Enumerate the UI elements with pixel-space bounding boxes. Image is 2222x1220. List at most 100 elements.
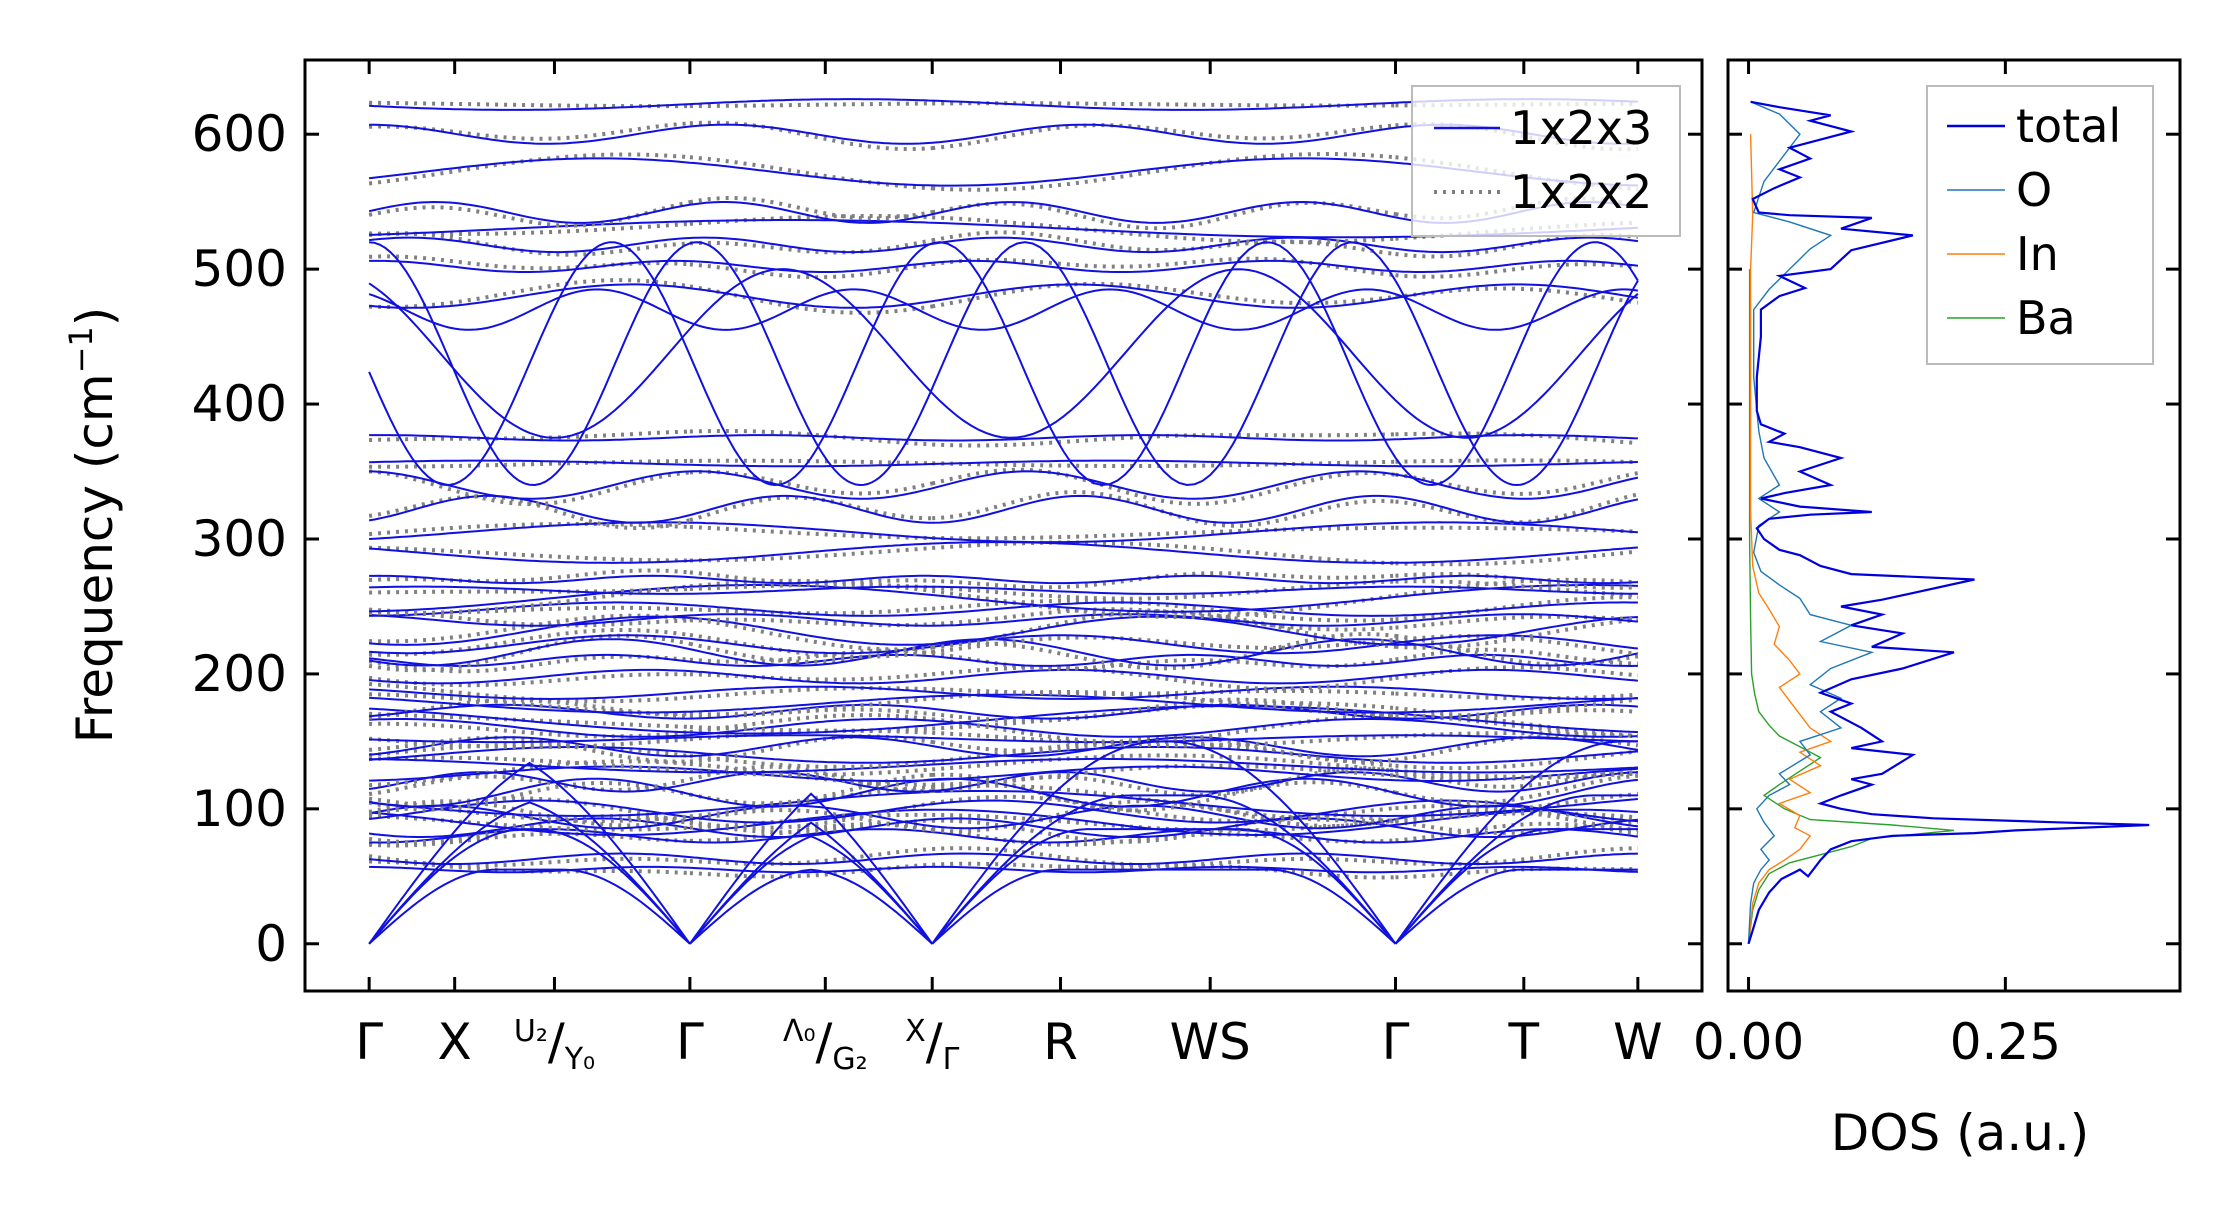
x-tick-label: W — [1613, 1013, 1662, 1071]
y-tick-label: 500 — [192, 240, 287, 298]
legend-label-1x2x2: 1x2x2 — [1510, 165, 1652, 219]
phonon-branch — [369, 865, 1638, 874]
crossing-branch — [368, 241, 1639, 487]
dos-series-O — [1747, 101, 1875, 944]
y-tick-label: 0 — [255, 915, 287, 973]
phonon-branch — [369, 434, 1638, 442]
phonon-branch — [369, 123, 1638, 145]
x-tick-label: T — [1508, 1013, 1540, 1071]
phonon-branch — [369, 634, 1638, 655]
dos-frame — [1726, 58, 2182, 993]
phonon-branch — [368, 777, 1638, 808]
phonon-branch — [369, 852, 1638, 865]
phonon-branch — [369, 283, 1639, 309]
phonon-branch — [369, 734, 1638, 744]
legend-label-Ba: Ba — [2016, 291, 2076, 345]
phonon-branch — [369, 585, 1638, 595]
phonon-branch — [369, 541, 1638, 564]
phonon-branch — [369, 808, 1638, 837]
acoustic-branch — [368, 740, 1638, 945]
phonon-branch — [369, 615, 1638, 646]
phonon-branch — [368, 804, 1638, 830]
reference-branch — [368, 764, 1638, 797]
phonon-branch — [368, 653, 1638, 668]
phonon-branch — [369, 259, 1639, 273]
legend-label-O: O — [2016, 163, 2052, 217]
phonon-branch — [369, 765, 1638, 782]
x-tick-label: Λ₀/G₂ — [783, 1013, 868, 1077]
acoustic-branch — [368, 828, 1638, 945]
legend-label-In: In — [2016, 227, 2059, 281]
reference-branch — [368, 196, 1639, 231]
dispersion-legend-box — [1411, 85, 1681, 237]
phonon-branch — [368, 236, 1639, 254]
phonon-branch — [368, 799, 1638, 824]
phonon-branch — [368, 200, 1639, 224]
reference-branch — [368, 798, 1639, 834]
phonon-branch — [368, 771, 1638, 793]
phonon-branch — [369, 757, 1638, 774]
reference-branch — [369, 577, 1639, 619]
phonon-branch — [369, 98, 1638, 111]
crossing-branch — [368, 288, 1639, 331]
y-tick-label: 400 — [192, 375, 287, 433]
x-tick-label: Γ — [676, 1013, 704, 1071]
x-tick-label: Γ — [355, 1013, 383, 1071]
reference-branch — [368, 467, 1639, 507]
phonon-branch — [369, 746, 1638, 764]
y-tick-label: 200 — [192, 645, 287, 703]
dos-x-axis-label: DOS (a.u.) — [1831, 1104, 2090, 1162]
x-tick-label: U₂/Y₀ — [514, 1013, 595, 1077]
x-tick-label: X — [438, 1013, 472, 1071]
dos-x-tick-label: 0.00 — [1693, 1013, 1804, 1071]
x-tick-label: Γ — [1382, 1013, 1410, 1071]
dispersion-legend: 1x2x3 1x2x2 — [1411, 85, 1681, 237]
y-tick-label: 100 — [192, 780, 287, 838]
acoustic-branch — [368, 794, 1638, 945]
phonon-branch — [369, 685, 1638, 701]
dos-series-total — [1747, 100, 2150, 945]
acoustic-branch — [368, 868, 1638, 945]
x-tick-label: WS — [1170, 1013, 1251, 1071]
dispersion-lines — [368, 98, 1639, 945]
dos-ticks: 0.00 0.25 — [1693, 60, 2180, 1071]
y-tick-label: 300 — [192, 510, 287, 568]
legend-label-total: total — [2016, 99, 2121, 153]
phonon-branch — [369, 718, 1638, 738]
phonon-branch — [369, 601, 1638, 617]
phonon-branch — [369, 574, 1638, 585]
x-tick-label: X/Γ — [905, 1013, 959, 1077]
dispersion-frame — [303, 58, 1704, 993]
reference-branch — [368, 568, 1638, 590]
phonon-branch — [369, 521, 1638, 544]
dos-lines — [1747, 100, 2150, 945]
phonon-branch — [368, 638, 1639, 667]
phonon-branch — [369, 470, 1639, 500]
reference-branch — [369, 254, 1639, 280]
legend-label-1x2x3: 1x2x3 — [1510, 101, 1652, 155]
y-axis-label: Frequency (cm−1) — [62, 307, 124, 744]
x-tick-label: R — [1043, 1013, 1078, 1071]
phonon-branch — [368, 494, 1639, 524]
dos-legend: total O In Ba — [1926, 85, 2154, 365]
dos-series-In — [1747, 134, 1833, 944]
phonon-branch — [369, 584, 1638, 613]
phonon-branch — [369, 613, 1638, 627]
phonon-branch — [369, 705, 1638, 735]
phonon-branch — [369, 668, 1638, 685]
reference-branch — [368, 647, 1638, 674]
phonon-branch — [369, 703, 1638, 720]
phonon-branch — [369, 219, 1638, 239]
dos-panel: 0.00 0.25 total O In Ba DOS (a.u.) — [1693, 58, 2182, 1162]
dos-x-tick-label: 0.25 — [1950, 1013, 2061, 1071]
crossing-branch — [368, 268, 1639, 439]
phonon-branch — [369, 789, 1638, 818]
phonon-branch — [369, 693, 1638, 714]
phonon-branch — [369, 736, 1639, 758]
y-tick-label: 600 — [192, 105, 287, 163]
phonon-branch — [369, 459, 1638, 468]
reference-branch — [369, 579, 1638, 601]
